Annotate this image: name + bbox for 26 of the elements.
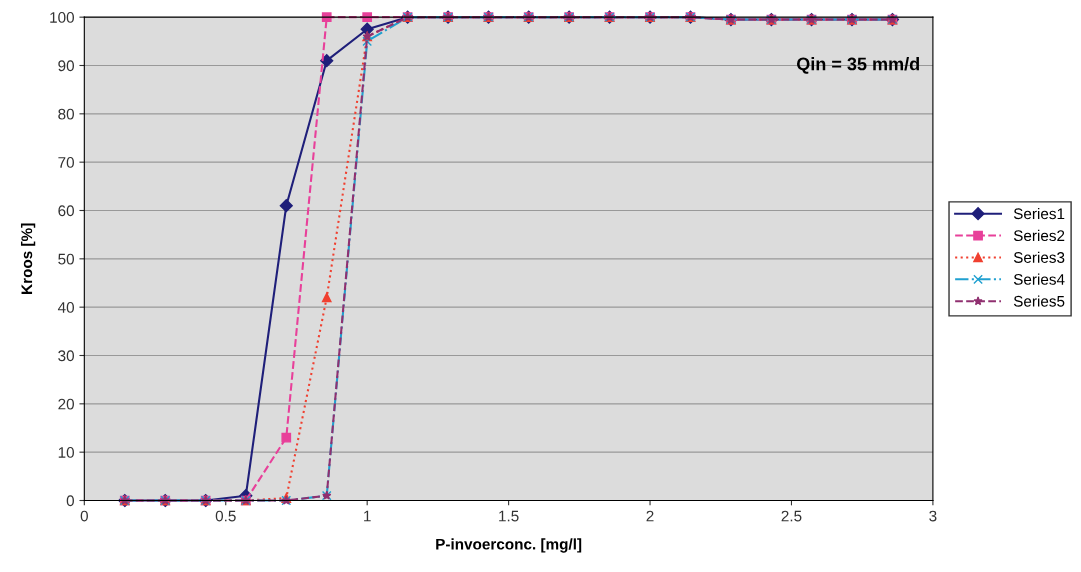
- annotation: Qin = 35 mm/d: [797, 57, 919, 74]
- x-tick-label: 2.5: [781, 510, 802, 522]
- x-axis-title: P-invoerconc. [mg/l]: [436, 538, 582, 553]
- x-tick-label: 1.5: [499, 510, 519, 522]
- y-tick-label: 40: [57, 302, 74, 313]
- legend-label: Series4: [1013, 273, 1065, 285]
- x-tick-label: 2: [646, 510, 654, 522]
- y-tick-label: 0: [66, 495, 74, 507]
- y-tick-label: 60: [58, 205, 74, 217]
- x-tick-label: 1: [364, 510, 371, 522]
- legend-label: Series3: [1013, 251, 1065, 263]
- legend-label: Series2: [1013, 229, 1065, 242]
- y-tick-label: 80: [58, 108, 74, 120]
- x-tick-label: 0: [80, 510, 88, 522]
- y-tick-label: 90: [58, 60, 74, 72]
- y-tick-label: 10: [58, 447, 74, 458]
- y-tick-label: 70: [58, 157, 74, 168]
- x-tick-label: 0.5: [215, 510, 236, 522]
- y-tick-label: 20: [58, 398, 74, 410]
- x-tick-label: 3: [929, 510, 937, 522]
- y-tick-label: 30: [58, 350, 74, 362]
- y-tick-label: 50: [58, 253, 74, 265]
- y-axis-title: Kroos [%]: [20, 223, 36, 294]
- legend-label: Series1: [1013, 207, 1065, 220]
- legend-label: Series5: [1013, 295, 1065, 307]
- y-tick-label: 100: [50, 12, 74, 23]
